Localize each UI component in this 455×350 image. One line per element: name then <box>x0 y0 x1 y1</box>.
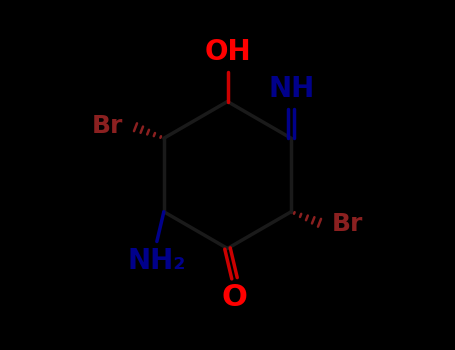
Text: Br: Br <box>331 212 363 236</box>
Text: O: O <box>222 284 248 313</box>
Text: NH: NH <box>268 75 314 103</box>
Text: OH: OH <box>204 38 251 66</box>
Text: Br: Br <box>92 114 124 138</box>
Text: NH₂: NH₂ <box>128 247 186 275</box>
